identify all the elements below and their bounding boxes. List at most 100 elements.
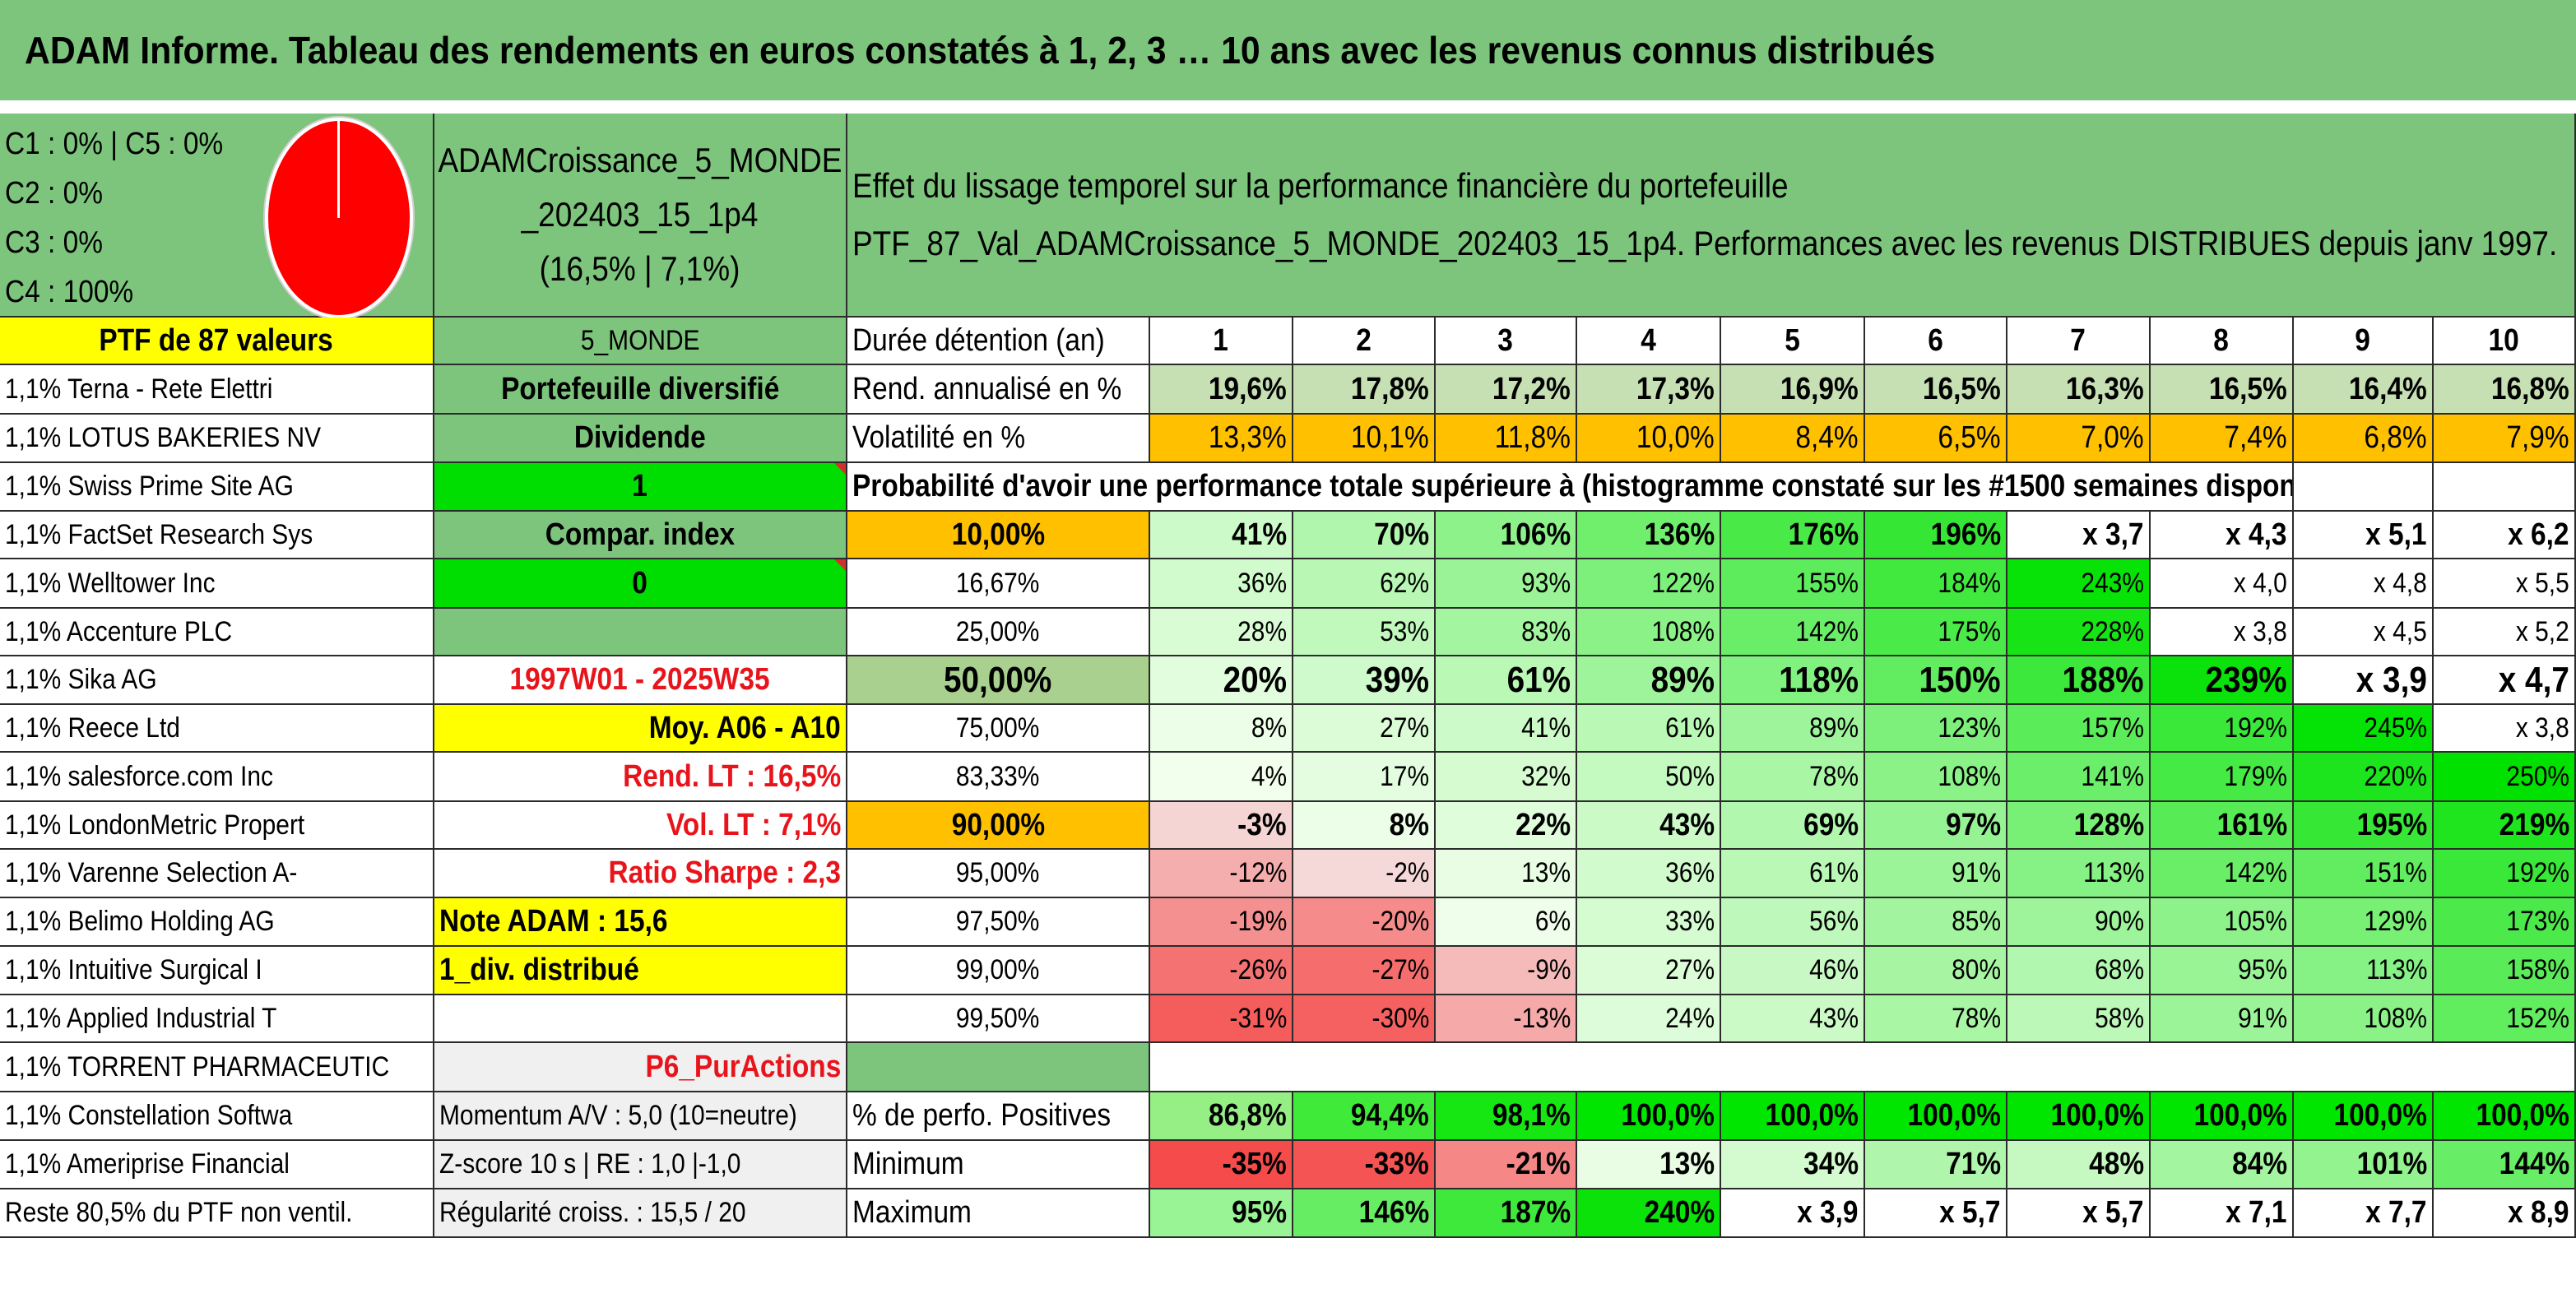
info-cell-text: Ratio Sharpe : 2,3 — [608, 855, 841, 890]
performance-value: 97% — [1865, 802, 2007, 850]
performance-value: 151% — [2294, 850, 2434, 898]
info-cell-text: Compar. index — [545, 517, 736, 552]
holding-item: 1,1% Sika AG — [0, 656, 434, 705]
performance-value-text: 27% — [1665, 954, 1715, 985]
summary-value: 98,1% — [1436, 1092, 1577, 1141]
performance-value: 192% — [2434, 850, 2576, 898]
performance-value: 250% — [2434, 753, 2576, 802]
info-cell: Portefeuille diversifié — [434, 365, 847, 415]
performance-value-text: 150% — [1919, 659, 2001, 700]
performance-value: 91% — [2151, 995, 2294, 1043]
performance-value: x 4,7 — [2434, 656, 2576, 705]
summary-value: 13% — [1577, 1141, 1721, 1189]
performance-value: 4% — [1150, 753, 1293, 802]
performance-value-text: 123% — [1938, 712, 2001, 744]
info-cell-text: P6_PurActions — [645, 1049, 841, 1084]
summary-value-text: 98,1% — [1492, 1098, 1571, 1133]
info-cell: 1_div. distribué — [434, 947, 847, 995]
performance-value-text: -27% — [1372, 954, 1429, 985]
summary-value: x 5,7 — [1865, 1189, 2007, 1238]
performance-value-text: -9% — [1526, 954, 1571, 985]
summary-value: x 7,7 — [2294, 1189, 2434, 1238]
summary-label: % de perfo. Positives — [847, 1092, 1150, 1141]
comment-marker — [834, 559, 846, 571]
empty-cell — [2434, 463, 2576, 512]
performance-value-text: 105% — [2224, 906, 2287, 937]
performance-value-text: x 3,7 — [2082, 517, 2144, 552]
performance-value-text: 62% — [1380, 567, 1429, 599]
info-cell — [434, 609, 847, 656]
summary-value-text: 34% — [1803, 1147, 1859, 1181]
probability-threshold: 16,67% — [847, 559, 1150, 609]
portfolio-name-line: ADAMCroissance_5_MONDE — [438, 141, 842, 179]
performance-value-text: 85% — [1952, 906, 2001, 937]
performance-value: -19% — [1150, 898, 1293, 947]
summary-value: 187% — [1436, 1189, 1577, 1238]
effect-line: PTF_87_Val_ADAMCroissance_5_MONDE_202403… — [852, 224, 2558, 262]
performance-value: 105% — [2151, 898, 2294, 947]
performance-value-text: 89% — [1809, 712, 1859, 744]
probability-threshold-text: 99,00% — [956, 954, 1040, 985]
year-header: 2 — [1293, 318, 1436, 365]
info-cell: Ratio Sharpe : 2,3 — [434, 850, 847, 898]
info-cell: 0 — [434, 559, 847, 609]
portfolio-name-line: _202403_15_1p4 — [522, 195, 759, 234]
performance-value-text: 8% — [1251, 712, 1287, 744]
allocation-line: C4 : 100% — [5, 275, 134, 309]
info-cell: Vol. LT : 7,1% — [434, 802, 847, 850]
summary-value-text: 86,8% — [1209, 1098, 1287, 1133]
performance-value-text: x 4,0 — [2234, 567, 2287, 599]
performance-value: 61% — [1577, 705, 1721, 753]
probability-threshold: 83,33% — [847, 753, 1150, 802]
holding-item-text: 1,1% Intuitive Surgical I — [5, 954, 262, 985]
performance-value-text: 61% — [1665, 712, 1715, 744]
performance-value: 24% — [1577, 995, 1721, 1043]
vol-value-text: 7,4% — [2224, 420, 2287, 455]
summary-value: 100,0% — [1577, 1092, 1721, 1141]
performance-value-text: 39% — [1365, 659, 1429, 700]
performance-value: 91% — [1865, 850, 2007, 898]
vol-value-text: 13,3% — [1209, 420, 1287, 455]
info-cell: 1 — [434, 463, 847, 512]
performance-value: 141% — [2007, 753, 2151, 802]
info-cell: Note ADAM : 15,6 — [434, 898, 847, 947]
year-header-text: 4 — [1641, 322, 1656, 358]
summary-value: -33% — [1293, 1141, 1436, 1189]
probability-title: Probabilité d'avoir une performance tota… — [847, 463, 2294, 512]
performance-value: 36% — [1577, 850, 1721, 898]
performance-value: 196% — [1865, 512, 2007, 559]
performance-value: 245% — [2294, 705, 2434, 753]
holding-item-text: 1,1% LOTUS BAKERIES NV — [5, 422, 322, 453]
performance-value-text: 113% — [2365, 954, 2427, 985]
performance-value-text: 122% — [1651, 567, 1715, 599]
performance-value-text: 4% — [1251, 760, 1287, 792]
performance-value-text: 192% — [2506, 857, 2569, 888]
summary-label-text: Maximum — [852, 1195, 972, 1230]
probability-threshold-text: 10,00% — [951, 517, 1045, 552]
summary-value: 100,0% — [2007, 1092, 2151, 1141]
performance-value-text: 28% — [1237, 615, 1287, 647]
performance-value: x 5,5 — [2434, 559, 2576, 609]
summary-value-text: 146% — [1358, 1195, 1429, 1230]
holding-item-text: 1,1% TORRENT PHARMACEUTIC — [5, 1050, 390, 1083]
performance-value: x 4,0 — [2151, 559, 2294, 609]
vol-value: 7,4% — [2151, 415, 2294, 463]
portfolio-name-block: ADAMCroissance_5_MONDE _202403_15_1p4 (16,… — [434, 114, 847, 318]
performance-value-text: 250% — [2506, 760, 2569, 792]
holding-item-text: 1,1% Welltower Inc — [5, 567, 216, 599]
probability-threshold: 10,00% — [847, 512, 1150, 559]
performance-value: 89% — [1721, 705, 1865, 753]
performance-value: -12% — [1150, 850, 1293, 898]
performance-value-text: 24% — [1665, 1002, 1715, 1034]
performance-value-text: 188% — [2062, 659, 2144, 700]
performance-value-text: 158% — [2506, 954, 2569, 985]
rend-value: 19,6% — [1150, 365, 1293, 415]
holding-item-text: 1,1% salesforce.com Inc — [5, 760, 273, 792]
holding-item: 1,1% Reece Ltd — [0, 705, 434, 753]
probability-threshold-text: 75,00% — [956, 712, 1040, 744]
performance-value: x 5,2 — [2434, 609, 2576, 656]
performance-value-text: x 6,2 — [2508, 517, 2569, 552]
page-title: ADAM Informe. Tableau des rendements en … — [25, 29, 1936, 72]
probability-threshold-text: 25,00% — [956, 615, 1040, 647]
year-header-text: 9 — [2355, 322, 2371, 358]
